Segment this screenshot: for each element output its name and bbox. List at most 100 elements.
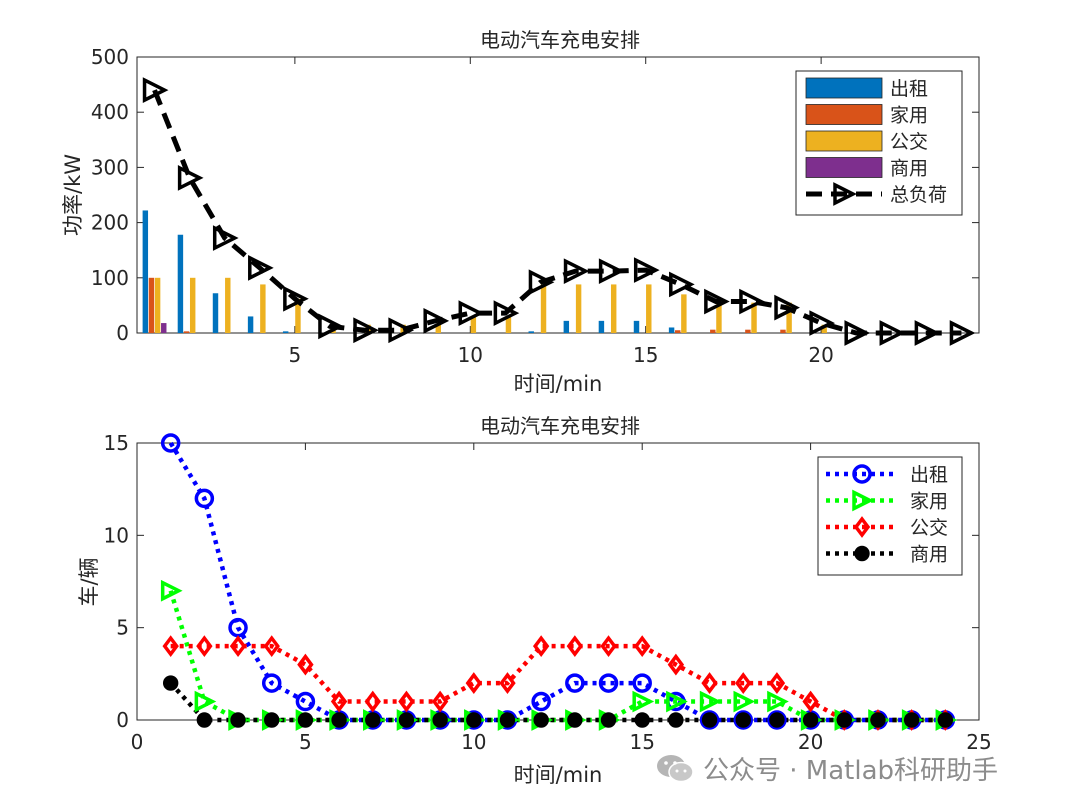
bar (716, 302, 722, 333)
series-point (432, 712, 448, 728)
series-point (600, 635, 617, 658)
bar (668, 327, 675, 333)
x-tick-label: 0 (131, 730, 144, 754)
line-point (669, 271, 695, 298)
bar (528, 331, 534, 333)
series-point (365, 712, 381, 728)
line-point (563, 258, 590, 285)
legend-marker (852, 464, 872, 484)
y-tick-label: 500 (91, 45, 129, 69)
x-tick-label: 10 (461, 730, 486, 754)
legend-swatch (805, 157, 883, 178)
series-point (398, 690, 415, 713)
x-tick-label: 5 (299, 730, 312, 754)
y-tick-label: 400 (91, 100, 129, 124)
bar (563, 320, 570, 333)
series-point (767, 710, 787, 730)
series-point (634, 635, 651, 658)
series-point (634, 712, 650, 728)
series-point (565, 673, 585, 693)
series-point (264, 712, 280, 728)
series-point (532, 635, 550, 658)
series-point (295, 691, 316, 712)
bar (177, 234, 184, 333)
y-tick-label: 100 (91, 266, 129, 290)
series-point (767, 690, 789, 713)
chart-title: 电动汽车充电安排 (480, 28, 640, 52)
line-point (388, 317, 415, 344)
y-tick-label: 15 (104, 431, 129, 455)
series-point (196, 635, 213, 658)
bar (161, 323, 167, 333)
series-point (160, 433, 181, 453)
series-point (632, 690, 655, 713)
line-point (528, 269, 555, 296)
x-axis-label: 时间/min (514, 763, 603, 787)
line-point (739, 288, 765, 315)
bar (710, 329, 716, 333)
series-point (194, 488, 215, 509)
line-point (633, 257, 660, 283)
series-point (667, 653, 685, 676)
series-point (735, 672, 752, 694)
series-point (499, 712, 516, 728)
x-tick-label: 10 (458, 343, 483, 367)
series-point (229, 635, 247, 658)
legend-label: 公交 (890, 131, 928, 153)
series-point (261, 673, 282, 693)
series-point (735, 712, 751, 728)
x-tick-label: 15 (633, 343, 658, 367)
series-point (531, 691, 551, 712)
series-point (297, 712, 314, 728)
y-tick-label: 0 (116, 708, 129, 732)
power-chart: 电动汽车充电安排 0 100 200 300 400 500 5 10 15 20 时间/min… (61, 28, 980, 396)
series-point (768, 672, 786, 694)
bar (786, 302, 792, 333)
series-point (666, 690, 688, 713)
bar (435, 324, 441, 333)
line-point (809, 310, 836, 336)
bar (540, 284, 547, 333)
y-tick-label: 200 (91, 211, 129, 235)
line-point (844, 320, 871, 346)
x-tick-label: 15 (629, 730, 654, 754)
watermark: 公众号 · Matlab科研助手 (655, 748, 998, 788)
line-point (879, 320, 906, 346)
bar (212, 293, 219, 333)
y-axis-label: 功率/kW (61, 154, 85, 236)
bar (751, 302, 757, 333)
series-point (802, 712, 819, 728)
bar (470, 316, 477, 333)
series-point (600, 712, 617, 728)
bar (598, 320, 605, 333)
x-tick-label: 5 (289, 343, 302, 367)
bar (675, 330, 681, 333)
series-point (398, 712, 415, 728)
line-point (949, 320, 976, 346)
series-point (699, 690, 722, 713)
legend-box (817, 456, 963, 576)
series-point (668, 712, 684, 728)
line-point (353, 317, 379, 344)
series-point (836, 712, 852, 728)
legend-label: 总负荷 (890, 184, 947, 206)
line-point (493, 300, 520, 326)
series-point (162, 675, 179, 691)
legend-marker (833, 182, 857, 206)
line-point (423, 308, 450, 334)
chart-title: 电动汽车充电安排 (480, 414, 640, 438)
x-tick-label: 20 (798, 730, 823, 754)
series-point (194, 690, 217, 713)
series-point (364, 690, 381, 713)
x-axis-label: 时间/min (514, 372, 603, 396)
legend-swatch (805, 104, 883, 125)
bar (189, 277, 196, 333)
line-point (598, 258, 625, 285)
legend-label: 家用 (890, 105, 928, 127)
series-point (870, 712, 886, 728)
line-point (774, 294, 800, 321)
legend-swatch (805, 130, 883, 152)
